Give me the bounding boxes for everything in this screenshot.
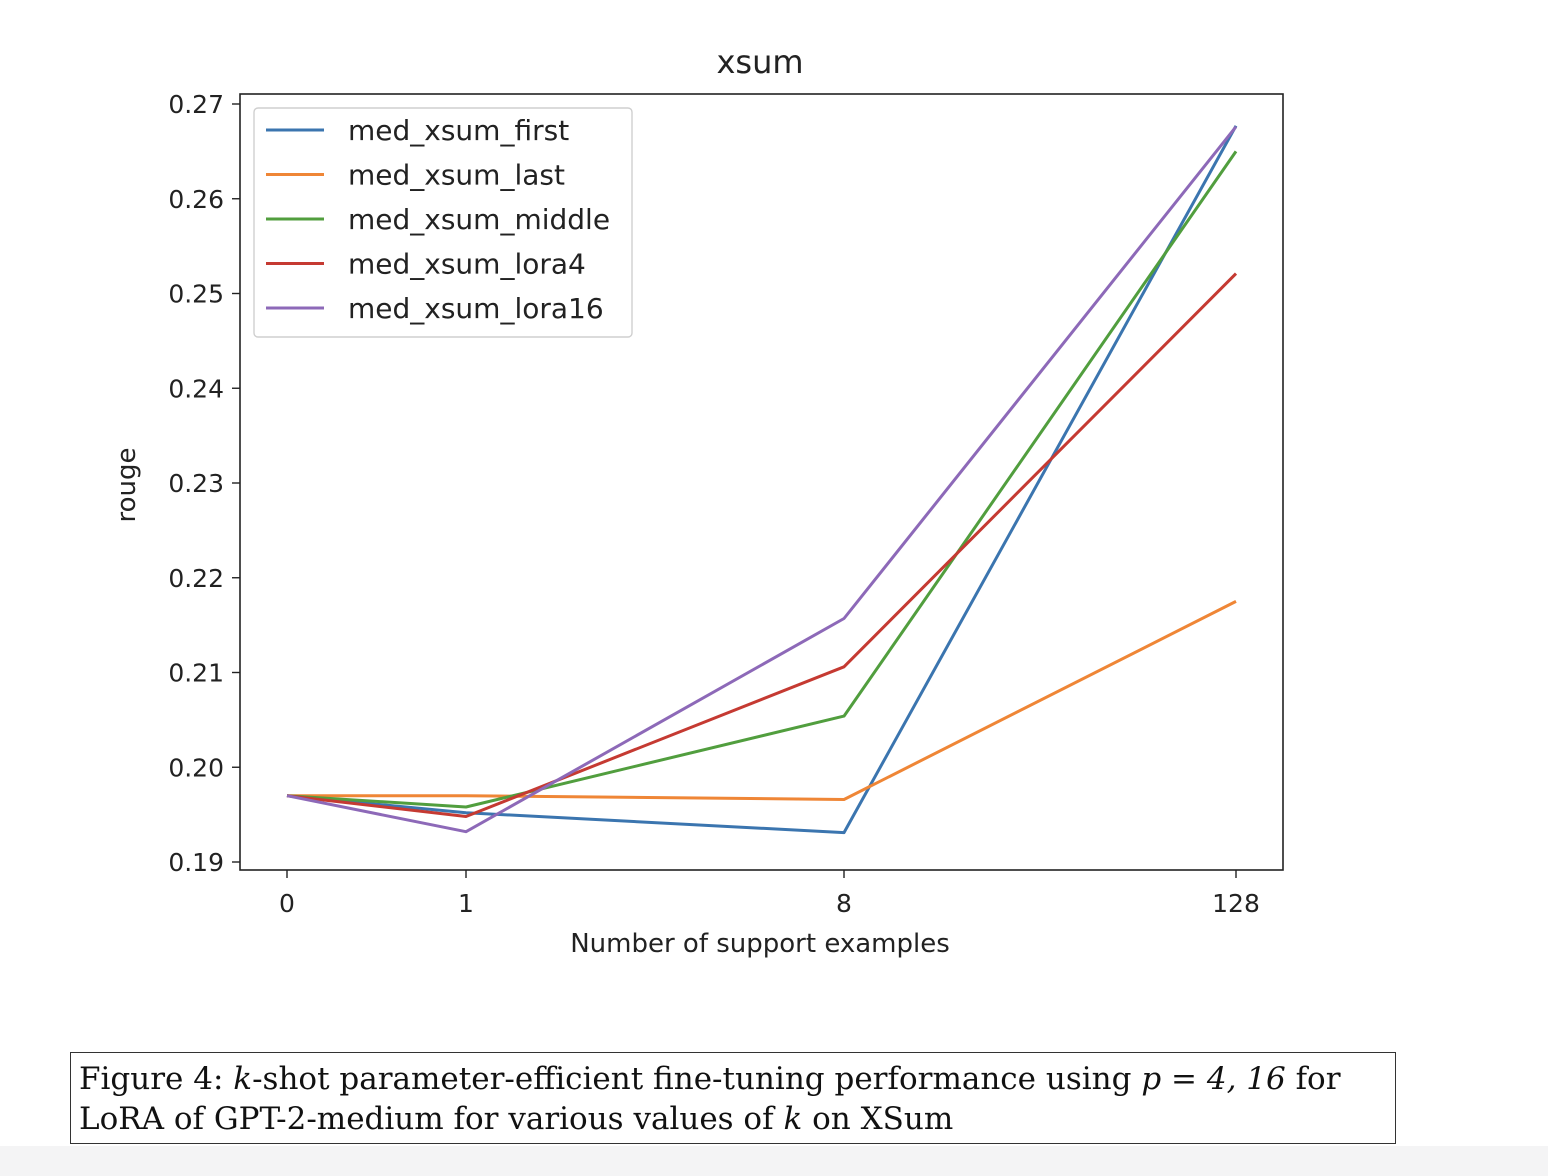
caption-text-1: -shot parameter-efficient fine-tuning pe…	[252, 1061, 1132, 1097]
legend-box	[253, 107, 633, 338]
x-axis-label: Number of support examples	[570, 929, 950, 959]
y-tick-label: 0.23	[168, 469, 224, 498]
x-tick-label: 128	[1212, 889, 1260, 918]
y-tick-label: 0.26	[168, 185, 224, 214]
plot-frame	[239, 93, 1284, 871]
legend-entry: med_xsum_middle	[348, 203, 610, 236]
legend-entry: med_xsum_lora4	[348, 248, 586, 281]
series-line-med_xsum_last	[287, 600, 1237, 801]
legend-entry: med_xsum_lora16	[348, 292, 604, 325]
caption-p-equation: p = 4, 16	[1141, 1061, 1286, 1097]
y-tick-label: 0.25	[168, 280, 224, 309]
line-chart: xsum 0.19 0.20 0.21 0.22 0.23 0.24 0.25 0.26 0.2…	[112, 43, 1284, 959]
series-line-med_xsum_middle	[286, 150, 1238, 809]
legend: med_xsum_first med_xsum_last med_xsum_midd…	[253, 107, 633, 338]
figure-caption: Figure 4: k-shot parameter-efficient fin…	[70, 1052, 1396, 1144]
caption-text-2: for LoRA of GPT-2-medium for various val…	[79, 1061, 1341, 1137]
x-tick-label: 0	[279, 889, 295, 918]
page-bottom-strip	[0, 1146, 1548, 1176]
y-tick-label: 0.20	[168, 753, 224, 782]
caption-text-3: on XSum	[812, 1101, 954, 1137]
axes: 0.19 0.20 0.21 0.22 0.23 0.24 0.25 0.26 0.27 0 1 8 1…	[168, 90, 1284, 918]
legend-entry: med_xsum_first	[348, 114, 569, 147]
y-tick-label: 0.24	[168, 374, 224, 403]
y-tick-label: 0.27	[168, 90, 224, 119]
series-line-med_xsum_lora16	[286, 125, 1238, 834]
y-axis-label: rouge	[112, 447, 142, 522]
y-tick-label: 0.22	[168, 564, 224, 593]
caption-k: k	[233, 1061, 253, 1097]
caption-k-2: k	[783, 1101, 803, 1137]
x-tick-label: 8	[836, 889, 852, 918]
y-tick-label: 0.19	[168, 848, 224, 877]
series-line-med_xsum_lora4	[286, 272, 1238, 818]
x-tick-label: 1	[458, 889, 474, 918]
chart-title: xsum	[716, 43, 803, 81]
caption-label: Figure 4:	[79, 1061, 224, 1097]
legend-entry: med_xsum_last	[348, 159, 565, 192]
y-tick-label: 0.21	[168, 659, 224, 688]
series-line-med_xsum_first	[286, 125, 1238, 835]
series-lines	[286, 125, 1238, 835]
